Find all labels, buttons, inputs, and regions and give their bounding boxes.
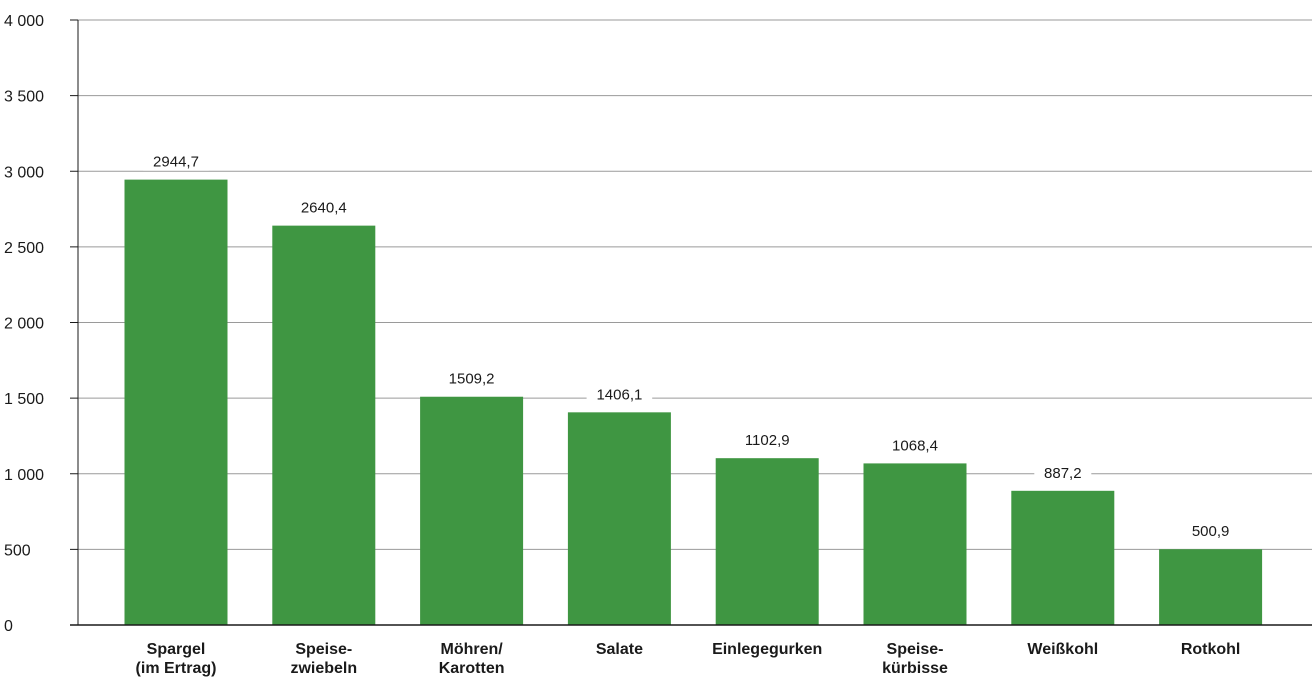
data-label: 2640,4	[301, 200, 347, 217]
bar	[715, 458, 819, 625]
bar	[124, 179, 228, 625]
data-label-bg	[438, 367, 505, 388]
data-label-bg	[734, 429, 800, 450]
gridlines	[78, 19, 1312, 550]
data-labels: 2944,7 2640,4 1509,2 1406,1 1102,9 1068,4 887,…	[143, 150, 1240, 541]
category-label: Speise-	[295, 641, 352, 658]
data-label: 1406,1	[596, 386, 642, 403]
data-label-bg	[1182, 520, 1240, 541]
category-label: (im Ertrag)	[136, 660, 217, 677]
data-label-bg	[291, 196, 357, 217]
bar	[567, 412, 671, 625]
y-tick-label: 0	[4, 618, 13, 635]
y-tick-label: 500	[4, 542, 31, 559]
category-label: Weißkohl	[1027, 641, 1098, 658]
category-label: kürbisse	[882, 660, 948, 677]
data-label-bg	[586, 383, 653, 404]
data-label: 2944,7	[153, 154, 199, 171]
y-tick-label: 2 000	[4, 316, 44, 333]
data-label: 1068,4	[892, 437, 938, 454]
data-label-bg	[143, 150, 209, 171]
data-label: 500,9	[1192, 523, 1230, 540]
category-label: Karotten	[439, 660, 505, 677]
y-tick-label: 4 000	[4, 13, 44, 30]
bar	[1011, 490, 1115, 625]
y-tick-label: 3 500	[4, 89, 44, 106]
y-tick-label: 2 500	[4, 240, 44, 257]
y-axis-ticks: 0 500 1 000 1 500 2 000 2 500 3 000 3 500 4 000	[4, 13, 78, 635]
bar	[272, 225, 376, 625]
category-label: Rotkohl	[1181, 641, 1241, 658]
category-label: Einlegegurken	[712, 641, 822, 658]
data-label: 1102,9	[745, 432, 790, 449]
y-tick-label: 3 000	[4, 164, 44, 181]
data-label-bg	[1034, 461, 1092, 482]
y-tick-label: 1 500	[4, 391, 44, 408]
data-label-bg	[882, 434, 948, 455]
axes	[70, 20, 1312, 626]
bars	[124, 179, 1263, 625]
data-label: 1509,2	[449, 371, 495, 388]
category-labels: Spargel (im Ertrag) Speise-zwiebeln Möhren/…	[136, 641, 1241, 677]
category-label: Spargel	[147, 641, 206, 658]
category-label: Speise-	[887, 641, 944, 658]
category-label: Möhren/	[440, 641, 503, 658]
category-label: Salate	[596, 641, 643, 658]
y-tick-label: 1 000	[4, 467, 44, 484]
bar	[1159, 549, 1263, 625]
bar	[863, 463, 967, 625]
data-label: 887,2	[1044, 465, 1082, 482]
bar	[420, 396, 524, 625]
category-label: zwiebeln	[290, 660, 357, 677]
